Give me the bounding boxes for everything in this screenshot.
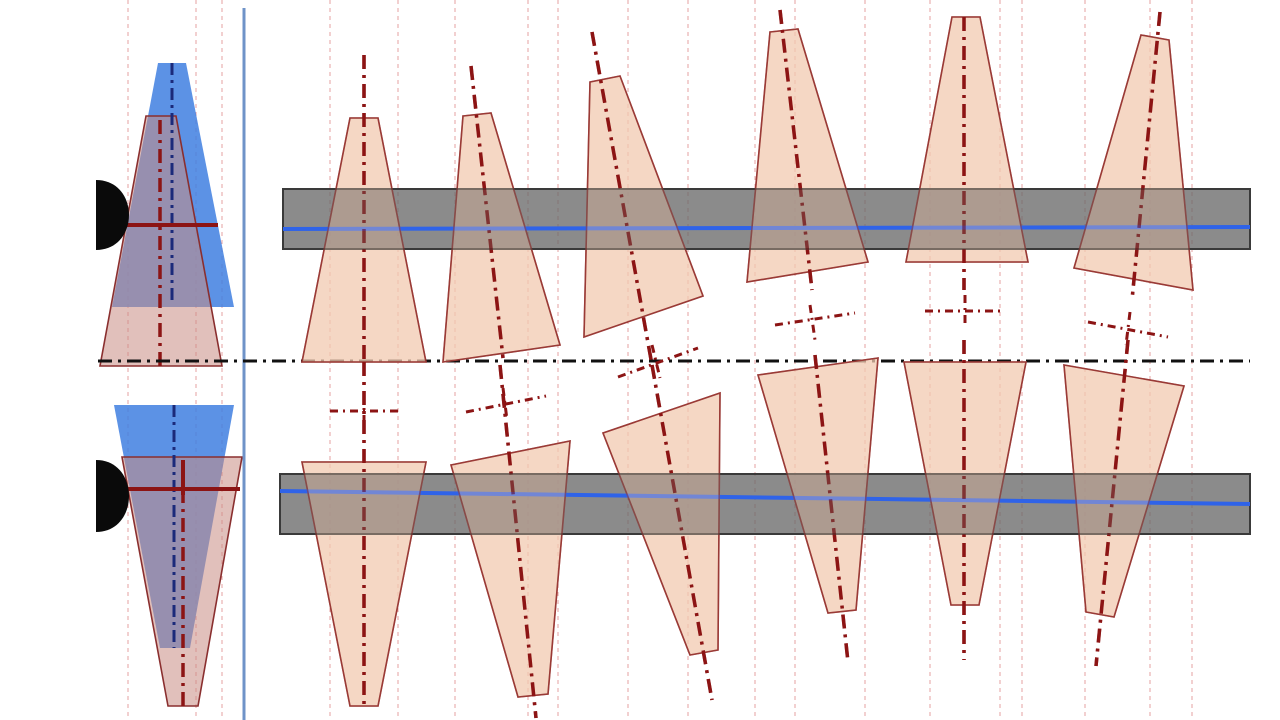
upper-row: [301, 9, 1194, 366]
upper-head-profile-icon: [96, 180, 129, 250]
lower-band-line: [279, 489, 1251, 506]
reference-panel: [96, 63, 243, 707]
lower-band: [279, 473, 1251, 535]
lower-row-overlay: [301, 339, 1186, 719]
upper-crosses: [774, 295, 1169, 346]
lower-head-profile-icon: [96, 460, 129, 532]
upper-band-line: [282, 225, 1251, 231]
upper-row-overlay: [301, 9, 1194, 366]
